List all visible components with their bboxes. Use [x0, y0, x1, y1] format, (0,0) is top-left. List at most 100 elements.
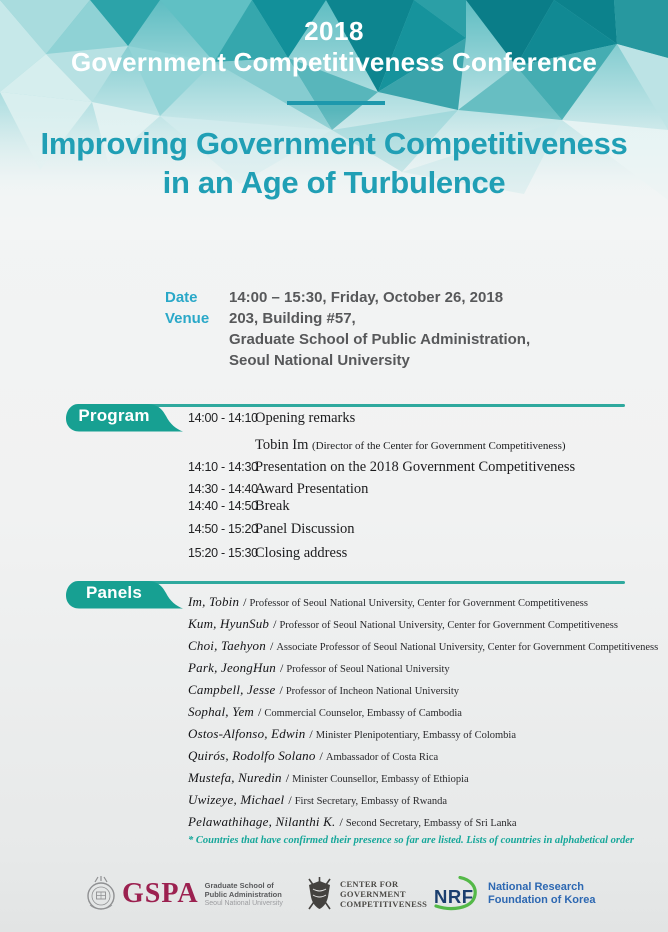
- program-tab-label: Program: [78, 406, 150, 425]
- panelist-row: Campbell, Jesse / Professor of Incheon Nat…: [188, 681, 648, 697]
- program-tab: Program: [65, 403, 183, 432]
- panelist-row: Park, JeongHun / Professor of Seoul Nation…: [188, 659, 648, 675]
- program-item: 14:30 - 14:40 Award Presentation: [188, 481, 368, 498]
- panelist-name: Campbell, Jesse: [188, 682, 276, 697]
- date-value: 14:00 – 15:30, Friday, October 26, 2018: [229, 289, 504, 306]
- panelist-row: Quirós, Rodolfo Solano / Ambassador of Cos…: [188, 747, 648, 763]
- panelist-name: Uwizeye, Michael: [188, 792, 285, 807]
- panelist-name: Sophal, Yem: [188, 704, 255, 719]
- panelist-separator: /: [243, 595, 247, 609]
- program-time: 14:50 - 15:20: [188, 522, 258, 536]
- event-info: Date 14:00 – 15:30, Friday, October 26, …: [165, 287, 530, 371]
- program-item: 14:00 - 14:10 Opening remarks: [188, 410, 355, 427]
- program-item: 14:50 - 15:20 Panel Discussion: [188, 521, 354, 538]
- panelist-row: Mustefa, Nuredin / Minister Counsellor, Em…: [188, 769, 648, 785]
- panelist-name: Mustefa, Nuredin: [188, 770, 282, 785]
- program-title: Break: [255, 498, 290, 514]
- program-time: 15:20 - 15:30: [188, 546, 258, 560]
- venue-row: Venue 203, Building #57, Graduate School…: [165, 308, 530, 371]
- panels-tab-label: Panels: [85, 583, 142, 602]
- nrf-logo: NRF National Research Foundation of Kore…: [432, 868, 596, 920]
- cgc-crest-icon: [308, 877, 331, 910]
- cgc-line1: CENTER FOR: [340, 879, 399, 889]
- panelist-row: Im, Tobin / Professor of Seoul National Un…: [188, 593, 648, 609]
- nrf-text: National Research Foundation of Korea: [488, 881, 596, 908]
- poster-title-line1: Improving Government Competitiveness: [40, 126, 628, 161]
- poster-title: Improving Government Competitiveness in …: [0, 124, 668, 202]
- program-section: Program 14:00 - 14:10 Opening remarks To…: [0, 403, 668, 578]
- cgc-line3: COMPETITIVENESS: [340, 899, 428, 909]
- cgc-text: CENTER FOR GOVERNMENT COMPETITIVENESS: [340, 879, 427, 909]
- program-time: 14:40 - 14:50: [188, 499, 258, 513]
- gspa-text: Graduate School of Public Administration…: [205, 881, 283, 908]
- panelist-row: Choi, Taehyon / Associate Professor of Seo…: [188, 637, 658, 653]
- panels-tab-shape: [66, 581, 183, 609]
- speaker-name: Tobin Im: [255, 437, 312, 453]
- cgc-line2: GOVERNMENT: [340, 889, 406, 899]
- panelist-name: Park, JeongHun: [188, 660, 276, 675]
- program-speaker-row: Tobin Im (Director of the Center for Gov…: [255, 436, 566, 454]
- program-item: 15:20 - 15:30 Closing address: [188, 545, 347, 562]
- panelist-row: Ostos-Alfonso, Edwin / Minister Plenipoten…: [188, 725, 648, 741]
- panelist-separator: /: [339, 815, 343, 829]
- panelist-row: Pelawathihage, Nilanthi K. / Second Secret…: [188, 813, 648, 829]
- program-section-line: [105, 404, 625, 407]
- conference-name: Government Competitiveness Conference: [70, 47, 598, 77]
- program-title: Opening remarks: [255, 410, 356, 426]
- panelist-name: Kum, HyunSub: [188, 616, 270, 631]
- program-item: 14:40 - 14:50 Break: [188, 498, 290, 515]
- poster-title-line2: in an Age of Turbulence: [162, 165, 506, 200]
- date-label: Date: [165, 289, 198, 306]
- panelist-separator: /: [279, 683, 283, 697]
- panelist-separator: /: [285, 771, 290, 785]
- panels-section-line: [105, 581, 625, 584]
- panelist-affiliation: Second Secretary, Embassy of Sri Lanka: [345, 818, 517, 829]
- panelist-separator: /: [273, 617, 277, 631]
- footer-logos: GSPA Graduate School of Public Administr…: [0, 868, 668, 926]
- program-time: 14:00 - 14:10: [188, 411, 258, 425]
- panelist-affiliation: Commercial Counselor, Embassy of Cambodi…: [264, 708, 462, 719]
- panelist-name: Quirós, Rodolfo Solano: [188, 748, 316, 763]
- panelist-separator: /: [319, 749, 323, 763]
- panelist-separator: /: [269, 639, 274, 653]
- panelist-separator: /: [309, 727, 313, 741]
- venue-line2: Graduate School of Public Administration…: [229, 331, 531, 348]
- cgc-logo: CENTER FOR GOVERNMENT COMPETITIVENESS: [306, 868, 427, 920]
- header: 2018 Government Competitiveness Conferen…: [0, 0, 668, 240]
- venue-label: Venue: [165, 310, 210, 327]
- panelist-affiliation: Professor of Seoul National University, …: [249, 598, 588, 609]
- program-item: 14:10 - 14:30 Presentation on the 2018 G…: [188, 459, 575, 476]
- panelist-affiliation: Professor of Seoul National University, …: [279, 620, 618, 631]
- program-title: Closing address: [255, 545, 348, 561]
- panelist-row: Sophal, Yem / Commercial Counselor, Embass…: [188, 703, 648, 719]
- panelist-name: Im, Tobin: [188, 594, 240, 609]
- panelist-name: Choi, Taehyon: [188, 638, 266, 653]
- panels-tab: Panels: [65, 580, 183, 609]
- panelist-name: Pelawathihage, Nilanthi K.: [188, 814, 336, 829]
- nrf-line1: National Research: [488, 880, 584, 893]
- date-row: Date 14:00 – 15:30, Friday, October 26, …: [165, 287, 530, 308]
- conference-year: 2018: [304, 16, 364, 46]
- header-polygon-background: [0, 0, 668, 240]
- panelist-affiliation: Ambassador of Costa Rica: [325, 752, 439, 763]
- panelist-row: Uwizeye, Michael / First Secretary, Embass…: [188, 791, 648, 807]
- gspa-line2: Public Administration: [204, 889, 282, 899]
- panelist-affiliation: Minister Plenipotentiary, Embassy of Col…: [315, 730, 517, 741]
- gspa-acronym: GSPA: [122, 878, 199, 909]
- gspa-logo: GSPA Graduate School of Public Administr…: [86, 868, 283, 920]
- program-title: Presentation on the 2018 Government Comp…: [255, 459, 576, 475]
- program-time: 14:10 - 14:30: [188, 460, 258, 474]
- nrf-swoosh: [434, 876, 477, 911]
- panelist-name: Ostos-Alfonso, Edwin: [188, 726, 306, 741]
- panelist-affiliation: Professor of Seoul National University: [286, 664, 450, 675]
- panel-list: Im, Tobin / Professor of Seoul National Un…: [188, 593, 658, 846]
- gspa-seal-icon: [87, 876, 115, 910]
- speaker-note: (Director of the Center for Government C…: [311, 440, 566, 452]
- panels-section: Panels Im, Tobin / Professor of Seoul Nati…: [0, 580, 668, 860]
- panelist-row: Kum, HyunSub / Professor of Seoul National…: [188, 615, 648, 631]
- program-title: Panel Discussion: [255, 521, 355, 537]
- program-time: 14:30 - 14:40: [188, 482, 258, 496]
- panelist-affiliation: Associate Professor of Seoul National Un…: [276, 642, 659, 653]
- panelist-separator: /: [288, 793, 292, 807]
